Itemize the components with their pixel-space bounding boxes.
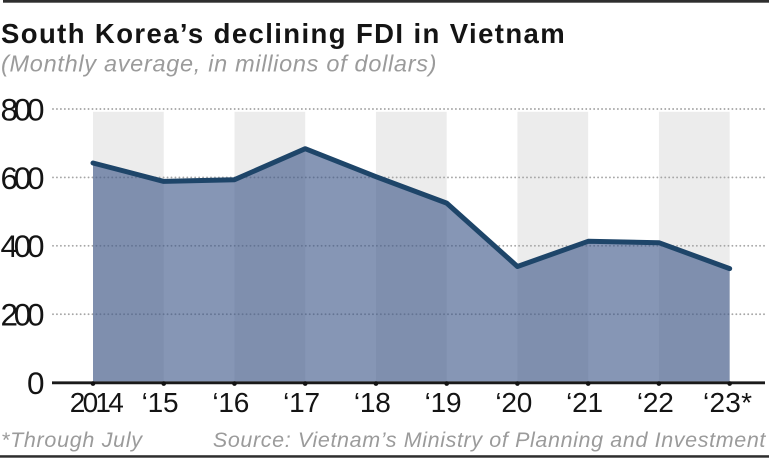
svg-text:‘23*: ‘23* xyxy=(703,387,752,418)
svg-text:200: 200 xyxy=(1,297,45,333)
svg-text:800: 800 xyxy=(1,91,45,127)
svg-text:‘20: ‘20 xyxy=(495,387,532,418)
svg-text:400: 400 xyxy=(1,228,45,264)
svg-text:‘15: ‘15 xyxy=(142,387,179,418)
svg-text:(Monthly average, in millions: (Monthly average, in millions of dollars… xyxy=(1,51,437,77)
svg-text:South Korea’s declining FDI in: South Korea’s declining FDI in Vietnam xyxy=(1,18,566,49)
svg-text:‘18: ‘18 xyxy=(354,387,391,418)
svg-text:Source: Vietnam’s Ministry of: Source: Vietnam’s Ministry of Planning a… xyxy=(213,428,767,452)
svg-text:*Through July: *Through July xyxy=(1,428,143,452)
svg-text:‘22: ‘22 xyxy=(637,387,674,418)
svg-text:‘19: ‘19 xyxy=(425,387,462,418)
svg-text:‘17: ‘17 xyxy=(283,387,320,418)
svg-text:600: 600 xyxy=(1,160,45,196)
svg-text:‘16: ‘16 xyxy=(212,387,249,418)
svg-text:0: 0 xyxy=(27,365,45,401)
svg-text:2014: 2014 xyxy=(70,387,124,418)
svg-text:‘21: ‘21 xyxy=(566,387,603,418)
